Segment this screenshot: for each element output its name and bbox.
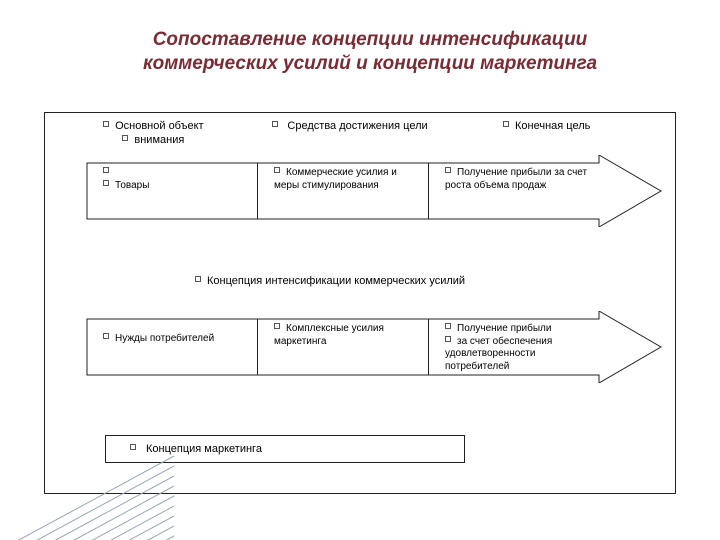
header-goal: Конечная цель bbox=[448, 119, 645, 148]
header-means: Средства достижения цели bbox=[252, 119, 449, 148]
header-main-object-l1: Основной объект bbox=[61, 119, 246, 133]
arrow1-cell-goal-text: Получение прибыли за счет роста объема п… bbox=[445, 167, 591, 192]
arrow2-cell-means-text: Комплексные усилия маркетинга bbox=[274, 323, 420, 348]
arrow2-cell-goal-l2: за счет обеспечения удовлетворенности по… bbox=[445, 336, 591, 374]
arrow1-cell-object: Товары bbox=[87, 163, 258, 219]
arrow1-cell-means-text: Коммерческие усилия и меры стимулировани… bbox=[274, 167, 420, 192]
arrow2-cells: Нужды потребителей Комплексные усилия ма… bbox=[87, 319, 599, 375]
header-main-object: Основной объект внимания bbox=[55, 119, 252, 148]
arrow2-cell-goal-l1: Получение прибыли bbox=[445, 323, 591, 336]
arrow2-cell-means: Комплексные усилия маркетинга bbox=[258, 319, 429, 375]
arrow2-cell-object: Нужды потребителей bbox=[87, 319, 258, 375]
column-headers: Основной объект внимания Средства достиж… bbox=[55, 119, 645, 148]
title-line-2: коммерческих усилий и концепции маркетин… bbox=[143, 53, 597, 74]
corner-hatch-decoration bbox=[0, 416, 174, 540]
arrow2-cell-object-text: Нужды потребителей bbox=[103, 333, 249, 346]
header-main-object-l2: внимания bbox=[61, 133, 246, 147]
arrow2-cell-goal: Получение прибыли за счет обеспечения уд… bbox=[429, 319, 599, 375]
caption-sales-concept-text: Концепция интенсификации коммерческих ус… bbox=[195, 275, 465, 287]
header-means-l2: достижения цели bbox=[339, 120, 427, 132]
page-title: Сопоставление концепции интенсификации к… bbox=[60, 28, 680, 76]
arrow1-cells: Товары Коммерческие усилия и меры стимул… bbox=[87, 163, 599, 219]
header-means-l1: Средства bbox=[287, 120, 336, 132]
title-line-1: Сопоставление концепции интенсификации bbox=[153, 29, 588, 50]
header-goal-l1: Конечная цель bbox=[454, 119, 639, 133]
arrow1-cell-object-text: Товары bbox=[103, 180, 249, 193]
arrow1-cell-goal: Получение прибыли за счет роста объема п… bbox=[429, 163, 599, 219]
arrow1-cell-means: Коммерческие усилия и меры стимулировани… bbox=[258, 163, 429, 219]
caption-sales-concept: Концепция интенсификации коммерческих ус… bbox=[195, 275, 465, 287]
